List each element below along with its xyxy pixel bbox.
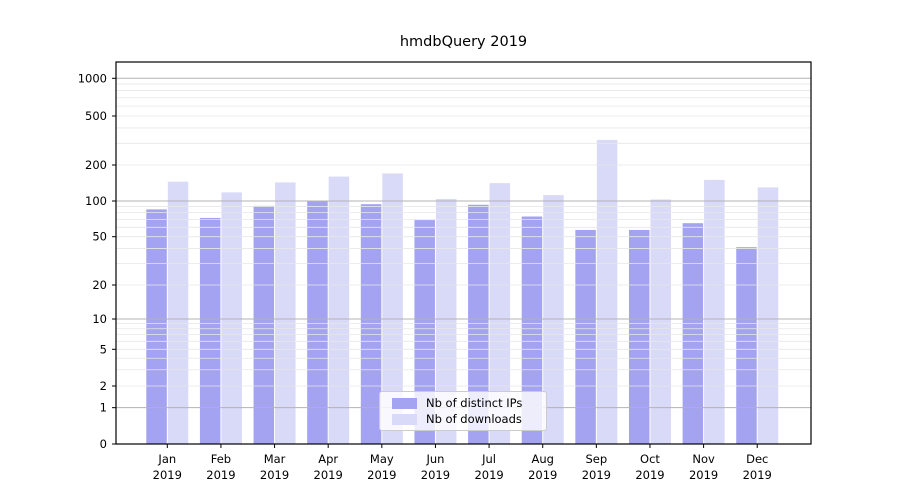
bar-distinct-ips-dec (736, 247, 757, 444)
bar-distinct-ips-feb (199, 217, 221, 444)
y-tick-label: 1000 (78, 71, 107, 85)
x-tick-label-month: Sep (585, 452, 607, 466)
y-tick-label: 2 (100, 379, 107, 393)
x-tick-label-month: Mar (264, 452, 286, 466)
y-tick-label: 50 (92, 230, 107, 244)
x-tick-label-year: 2019 (367, 468, 396, 482)
x-tick-label-month: Oct (640, 452, 660, 466)
bar-distinct-ips-apr (307, 201, 328, 444)
x-tick-label-month: Dec (746, 452, 768, 466)
x-tick-label-month: Feb (211, 452, 231, 466)
y-tick-label: 5 (100, 342, 107, 356)
bar-distinct-ips-may (360, 204, 382, 444)
bar-distinct-ips-mar (253, 205, 275, 444)
bar-downloads-sep (596, 139, 618, 444)
x-tick-label-year: 2019 (528, 468, 557, 482)
y-tick-label: 100 (85, 194, 107, 208)
bar-downloads-oct (650, 199, 671, 444)
legend-label-distinct-ips: Nb of distinct IPs (426, 396, 523, 410)
bar-distinct-ips-sep (575, 229, 596, 444)
bar-downloads-jan (167, 181, 189, 445)
legend-item-downloads: Nb of downloads (388, 412, 538, 426)
x-tick-label-year: 2019 (206, 468, 235, 482)
x-tick-label-month: Jun (425, 452, 444, 466)
chart-title: hmdbQuery 2019 (399, 34, 528, 50)
y-tick-label: 1 (100, 401, 107, 415)
x-tick-label-year: 2019 (421, 468, 450, 482)
x-tick-label-year: 2019 (743, 468, 772, 482)
x-tick-label-month: Apr (318, 452, 338, 466)
bar-downloads-may (382, 173, 403, 445)
bar-distinct-ips-jan (146, 209, 167, 444)
x-tick-label-month: Jan (157, 452, 176, 466)
bar-downloads-jun (435, 198, 457, 444)
legend-label-downloads: Nb of downloads (426, 412, 522, 426)
x-tick-label-year: 2019 (153, 468, 182, 482)
x-tick-label-year: 2019 (260, 468, 289, 482)
x-tick-label-month: Aug (531, 452, 553, 466)
bar-distinct-ips-jun (414, 220, 435, 444)
y-tick-label: 500 (85, 109, 107, 123)
y-tick-label: 10 (92, 312, 107, 326)
bar-downloads-mar (275, 182, 296, 445)
x-tick-label-year: 2019 (582, 468, 611, 482)
plot-border (115, 61, 812, 445)
x-tick-label-year: 2019 (314, 468, 343, 482)
x-tick-label-month: May (370, 452, 394, 466)
bar-distinct-ips-jul (468, 204, 489, 444)
legend: Nb of distinct IPs Nb of downloads (379, 391, 547, 431)
y-tick-label: 20 (92, 278, 107, 292)
bar-downloads-apr (328, 176, 350, 444)
bar-downloads-aug (543, 195, 564, 444)
x-tick-label-year: 2019 (689, 468, 718, 482)
bar-distinct-ips-oct (628, 229, 650, 444)
x-tick-label-year: 2019 (635, 468, 664, 482)
y-tick-label: 0 (100, 437, 107, 451)
x-tick-label-year: 2019 (474, 468, 503, 482)
legend-swatch-distinct-ips-icon (392, 397, 417, 409)
bar-distinct-ips-nov (682, 223, 704, 444)
bar-downloads-feb (221, 192, 242, 444)
bar-downloads-dec (757, 187, 779, 445)
bar-distinct-ips-aug (521, 216, 543, 444)
legend-swatch-downloads-icon (392, 413, 417, 425)
bar-downloads-nov (704, 179, 725, 444)
y-tick-label: 200 (85, 158, 107, 172)
x-tick-label-month: Nov (692, 452, 715, 466)
x-tick-label-month: Jul (481, 452, 496, 466)
legend-item-distinct-ips: Nb of distinct IPs (388, 396, 538, 410)
